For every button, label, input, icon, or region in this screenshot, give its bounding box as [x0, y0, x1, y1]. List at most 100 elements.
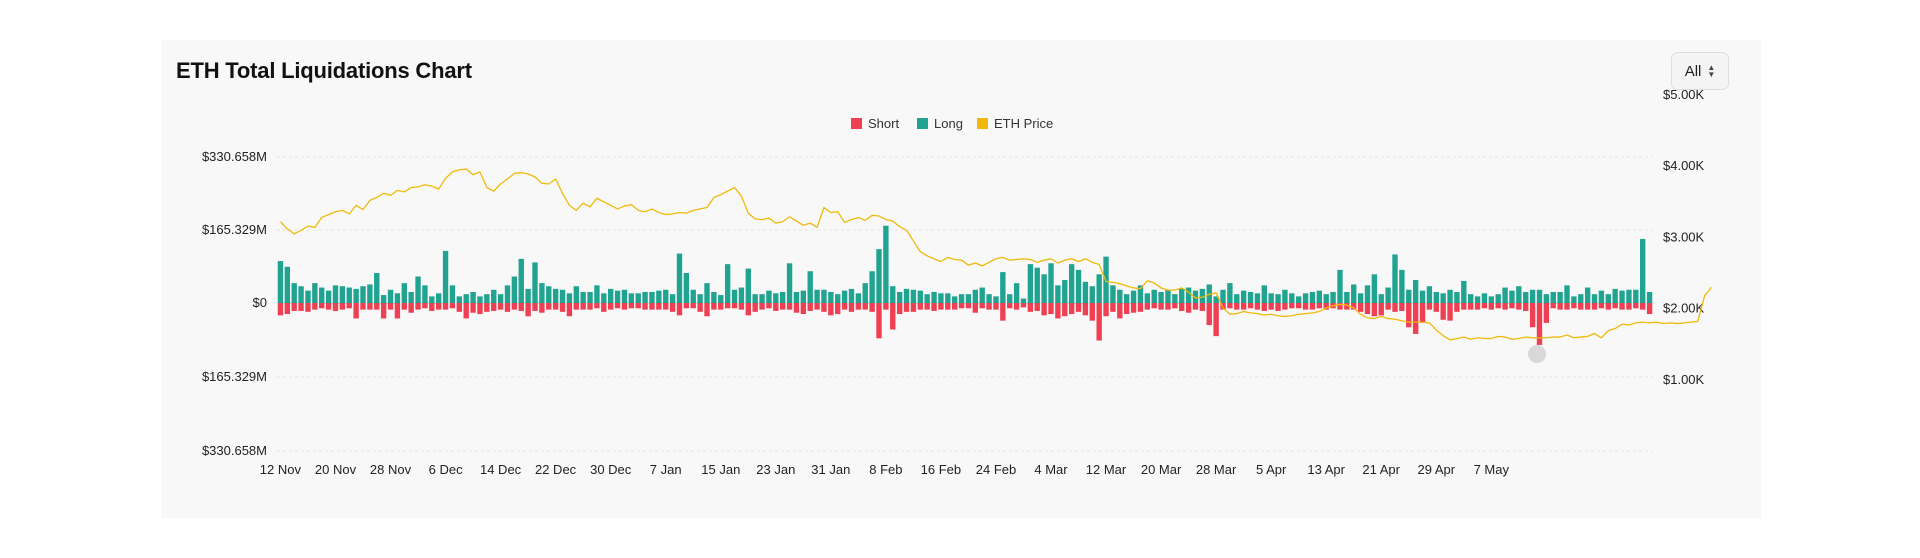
short-bar — [1240, 303, 1247, 310]
long-bar — [1261, 285, 1267, 303]
long-bar — [1523, 291, 1529, 303]
short-bar — [1296, 303, 1302, 309]
long-bar — [477, 296, 483, 303]
short-bar — [786, 303, 793, 310]
right-axis-tick: $1.00K — [1663, 372, 1705, 387]
long-bar — [793, 291, 800, 303]
short-bar — [910, 303, 917, 312]
short-bar — [608, 303, 614, 310]
short-bar — [1316, 303, 1323, 309]
legend-label: Long — [934, 116, 963, 131]
long-bar — [532, 262, 538, 303]
long-bar — [1488, 296, 1495, 303]
x-axis-tick: 16 Feb — [921, 462, 961, 477]
short-bar — [552, 303, 559, 310]
x-axis-tick: 12 Nov — [260, 462, 302, 477]
short-bar — [291, 303, 297, 311]
long-bar — [601, 293, 607, 303]
x-axis-tick: 24 Feb — [976, 462, 1016, 477]
long-bar — [1578, 294, 1584, 303]
short-bar — [477, 303, 483, 315]
long-bar — [731, 289, 738, 303]
short-bar — [1461, 303, 1467, 310]
long-bar — [1529, 289, 1536, 303]
long-bar — [1605, 294, 1611, 303]
long-bar — [903, 288, 910, 303]
short-bar — [429, 303, 435, 311]
short-bar — [1543, 303, 1550, 323]
short-bar — [1185, 303, 1192, 313]
short-bar — [312, 303, 318, 310]
long-bar — [1454, 291, 1460, 303]
short-bar — [497, 303, 504, 310]
long-bar — [319, 287, 325, 303]
short-bar — [1172, 303, 1178, 309]
left-axis-tick: $0 — [253, 295, 267, 310]
short-bar — [848, 303, 855, 312]
long-bar — [1571, 296, 1577, 303]
long-bar — [380, 295, 387, 303]
x-axis-tick: 20 Mar — [1141, 462, 1182, 477]
short-bar — [277, 303, 284, 316]
long-bar — [1633, 289, 1639, 303]
short-bar — [1110, 303, 1116, 312]
x-axis-tick: 30 Dec — [590, 462, 632, 477]
x-axis-tick: 29 Apr — [1418, 462, 1456, 477]
long-bar — [807, 271, 813, 303]
long-bar — [1591, 294, 1598, 303]
long-bar — [1247, 291, 1254, 303]
short-bar — [374, 303, 380, 310]
x-axis-tick: 12 Mar — [1086, 462, 1127, 477]
long-bar — [1117, 289, 1123, 303]
long-bar — [277, 261, 284, 303]
long-bar — [1516, 286, 1522, 303]
short-bar — [1117, 303, 1123, 319]
legend-swatch — [917, 118, 928, 129]
long-bar — [759, 294, 765, 303]
x-axis-tick: 20 Nov — [315, 462, 357, 477]
short-bar — [1234, 303, 1240, 310]
short-bar — [601, 303, 607, 312]
short-bar — [408, 303, 414, 313]
long-bar — [573, 286, 579, 303]
short-bar — [1412, 303, 1419, 334]
long-bar — [429, 296, 435, 303]
long-bar — [1172, 294, 1178, 303]
short-bar — [663, 303, 669, 310]
short-bar — [380, 303, 387, 319]
long-bar — [401, 283, 407, 303]
short-bar — [979, 303, 985, 309]
long-bar — [325, 290, 332, 303]
long-bar — [848, 288, 855, 303]
short-bar — [835, 303, 841, 315]
left-axis-tick: $330.658M — [202, 443, 267, 458]
short-bar — [456, 303, 463, 312]
long-bar — [436, 293, 442, 303]
short-bar — [649, 303, 655, 310]
long-bar — [869, 271, 875, 303]
short-bar — [903, 303, 910, 312]
time-range-select[interactable]: All ▲ ▼ — [1671, 52, 1729, 90]
short-bar — [1481, 303, 1488, 309]
long-bar — [1013, 283, 1020, 303]
short-bar — [1633, 303, 1639, 309]
short-bar — [993, 303, 999, 310]
short-bar — [869, 303, 875, 312]
short-bar — [676, 303, 683, 316]
short-bar — [945, 303, 951, 310]
x-axis-tick: 4 Mar — [1034, 462, 1068, 477]
short-bar — [1137, 303, 1144, 312]
long-bar — [1302, 293, 1309, 303]
short-bar — [965, 303, 972, 309]
short-bar — [1488, 303, 1495, 310]
long-bar — [1137, 285, 1144, 303]
short-bar — [436, 303, 442, 310]
right-axis-tick: $5.00K — [1663, 87, 1705, 102]
legend-label: ETH Price — [994, 116, 1053, 131]
short-bar — [491, 303, 497, 311]
x-axis-tick: 8 Feb — [869, 462, 902, 477]
long-bar — [1158, 291, 1164, 303]
short-bar — [1392, 303, 1398, 312]
short-bar — [1557, 303, 1563, 310]
long-bar — [1419, 290, 1426, 303]
